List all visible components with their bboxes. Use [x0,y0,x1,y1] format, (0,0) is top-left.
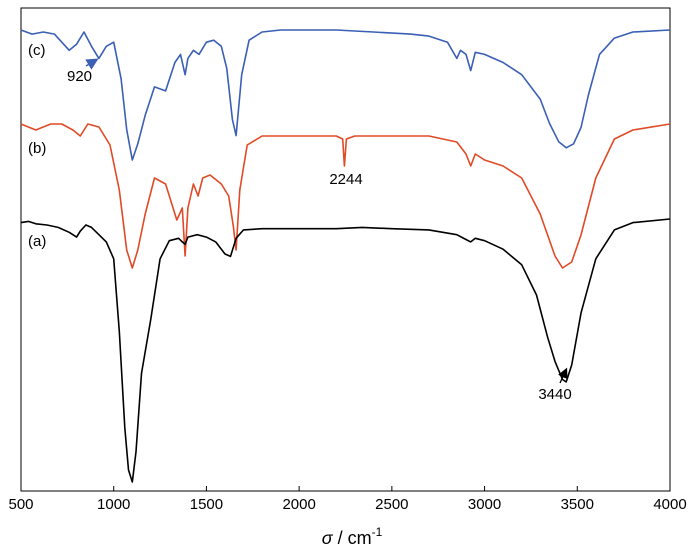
x-axis-exponent: -1 [372,525,383,539]
x-tick-label: 1500 [190,496,223,513]
series-label: (b) [28,140,46,157]
x-axis-label: σ / cm-1 [322,525,383,548]
x-tick-label: 2000 [282,496,315,513]
plot-frame [20,7,671,492]
series-label: (a) [28,233,46,250]
x-axis-unit: / cm [333,528,372,548]
peak-arrow-3440 [558,367,568,384]
x-tick-label: 4000 [653,496,686,513]
x-tick-label: 1000 [97,496,130,513]
peak-label-2244: 2244 [329,171,362,188]
x-axis-symbol: σ [322,528,334,548]
series-label: (c) [28,42,46,59]
peak-label-3440: 3440 [538,386,571,403]
series-line-a [20,218,671,483]
x-tick-label: 500 [8,496,33,513]
x-tick-label: 3500 [561,496,594,513]
x-tick-label: 2500 [375,496,408,513]
series-group: (c) (b) (a) [20,29,671,483]
series-line-b [20,123,671,269]
x-tick-label: 3000 [468,496,501,513]
series-line-c [20,29,671,161]
annotation-group: 920 2244 3440 [67,58,572,403]
peak-label-920: 920 [67,68,92,85]
peak-arrow-920 [85,58,99,70]
x-axis-ticks: 500 1000 1500 2000 2500 3000 3500 4000 [8,486,687,513]
